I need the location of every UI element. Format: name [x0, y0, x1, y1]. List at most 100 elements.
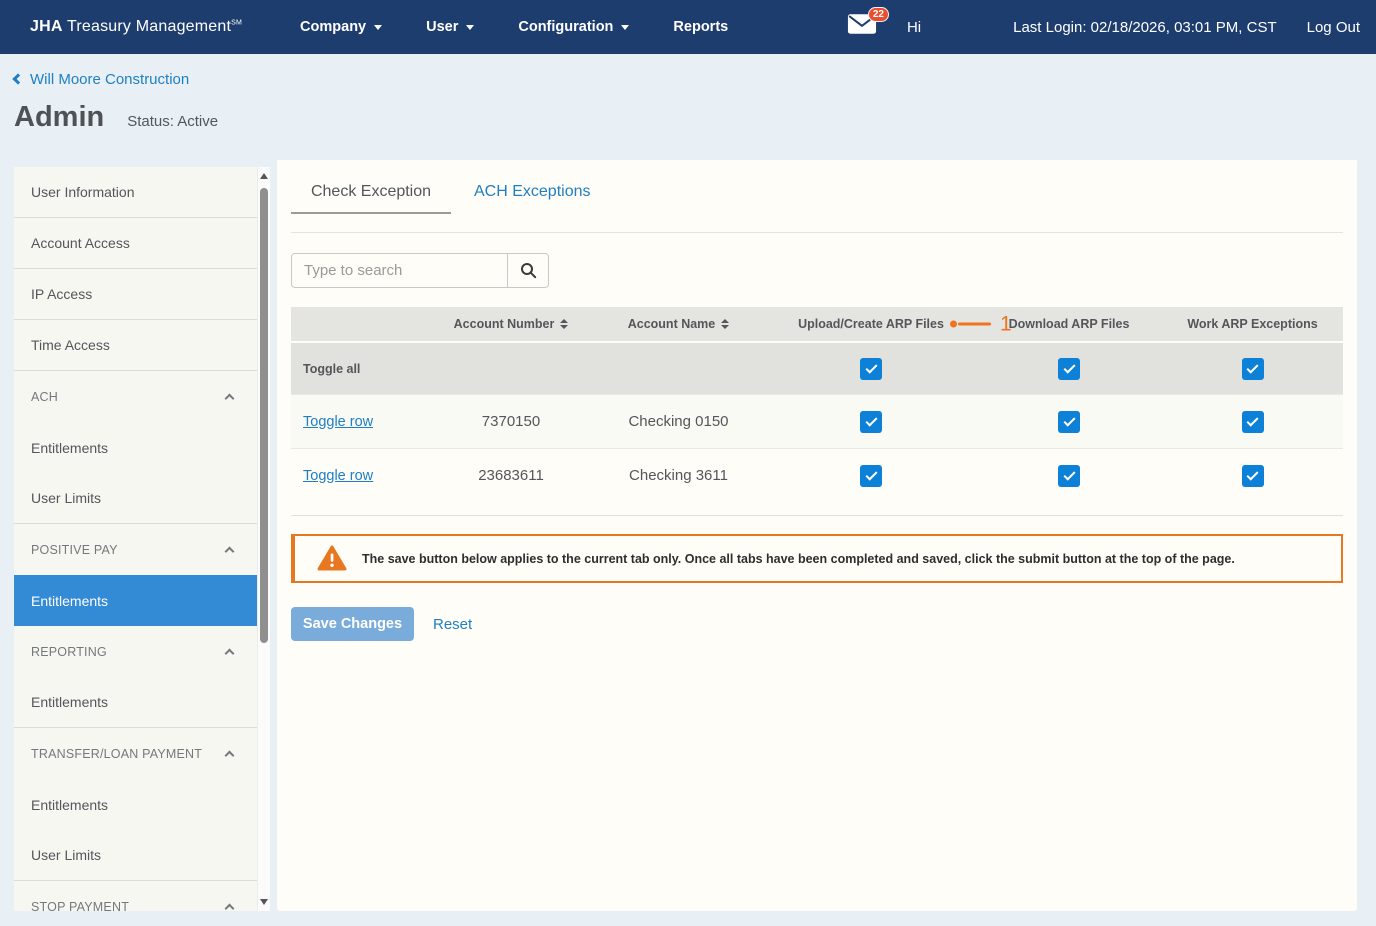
- check-icon: [1246, 468, 1259, 481]
- warning-triangle-icon: [317, 545, 347, 571]
- check-icon: [864, 414, 878, 427]
- annotation-callout-1: 1: [950, 314, 1012, 335]
- chevron-down-icon: [374, 24, 383, 30]
- breadcrumb-label: Will Moore Construction: [30, 70, 190, 88]
- mail-icon[interactable]: 22: [847, 7, 889, 41]
- checkbox-row1-download[interactable]: [1058, 410, 1080, 433]
- column-header-account-name[interactable]: Account Name: [591, 317, 766, 331]
- notification-badge: 22: [867, 7, 889, 22]
- chevron-up-icon: [224, 546, 235, 557]
- sidebar-group-label: ACH: [31, 389, 58, 404]
- sidebar-group-label: STOP PAYMENT: [31, 899, 130, 912]
- tabs-divider: [291, 232, 1343, 233]
- scrollbar-thumb[interactable]: [260, 188, 268, 643]
- top-navbar: JHA Treasury ManagementSM Company User C…: [0, 0, 1376, 54]
- sidebar-group-positive-pay[interactable]: POSITIVE PAY: [14, 524, 257, 575]
- sidebar-item-time-access[interactable]: Time Access: [14, 320, 257, 371]
- sidebar-group-reporting[interactable]: REPORTING: [14, 626, 257, 677]
- title-row: Admin Status: Active: [14, 101, 1376, 134]
- tab-ach-exceptions[interactable]: ACH Exceptions: [474, 183, 591, 200]
- sort-icon: [721, 319, 730, 329]
- checkbox-row1-upload[interactable]: [860, 410, 882, 433]
- check-icon: [1246, 414, 1259, 427]
- sidebar-item-user-information[interactable]: User Information: [14, 167, 257, 218]
- scroll-up-arrow-icon[interactable]: [260, 173, 268, 179]
- check-icon: [1062, 414, 1076, 427]
- sidebar-scrollbar[interactable]: [257, 167, 270, 911]
- nav-item-configuration[interactable]: Configuration: [508, 13, 639, 41]
- chevron-down-icon: [621, 24, 630, 30]
- sidebar-item-label: User Limits: [31, 490, 102, 506]
- brand-bold: JHA: [30, 18, 63, 35]
- sidebar-group-stop-payment[interactable]: STOP PAYMENT: [14, 881, 257, 911]
- sidebar-item-ach-user-limits[interactable]: User Limits: [14, 473, 257, 524]
- sidebar: User Information Account Access IP Acces…: [14, 167, 270, 911]
- check-icon: [864, 361, 878, 374]
- check-icon: [1062, 361, 1076, 374]
- action-row: Save Changes Reset: [291, 607, 1343, 641]
- nav-item-user[interactable]: User: [416, 13, 484, 41]
- checkbox-row2-download[interactable]: [1058, 464, 1080, 487]
- page-header: Will Moore Construction Admin Status: Ac…: [0, 54, 1376, 134]
- sidebar-item-reporting-entitlements[interactable]: Entitlements: [14, 677, 257, 728]
- sidebar-item-account-access[interactable]: Account Access: [14, 218, 257, 269]
- sidebar-item-ach-entitlements[interactable]: Entitlements: [14, 422, 257, 473]
- sidebar-item-ip-access[interactable]: IP Access: [14, 269, 257, 320]
- sidebar-group-label: REPORTING: [31, 644, 107, 659]
- sidebar-group-label: TRANSFER/LOAN PAYMENT: [31, 746, 203, 761]
- breadcrumb[interactable]: Will Moore Construction: [12, 70, 190, 88]
- sidebar-group-transfer-loan-payment[interactable]: TRANSFER/LOAN PAYMENT: [14, 728, 257, 779]
- account-name-cell: Checking 3611: [629, 467, 728, 484]
- toggle-row-link[interactable]: Toggle row: [303, 467, 374, 484]
- checkbox-row1-work[interactable]: [1241, 410, 1264, 433]
- check-icon: [1246, 361, 1259, 374]
- sidebar-group-ach[interactable]: ACH: [14, 371, 257, 422]
- page-title: Admin: [14, 101, 105, 133]
- reset-link[interactable]: Reset: [433, 615, 473, 633]
- nav-item-label: Reports: [673, 19, 729, 35]
- search-input[interactable]: [291, 253, 508, 288]
- checkbox-toggle-all-download[interactable]: [1058, 357, 1080, 380]
- column-label: Account Number: [453, 317, 555, 331]
- chevron-up-icon: [224, 393, 235, 404]
- check-icon: [1062, 468, 1076, 481]
- checkbox-row2-work[interactable]: [1241, 464, 1264, 487]
- nav-item-company[interactable]: Company: [290, 13, 392, 41]
- tab-check-exception[interactable]: Check Exception: [291, 183, 451, 214]
- checkbox-toggle-all-work[interactable]: [1241, 357, 1264, 380]
- nav-item-label: Configuration: [518, 19, 614, 35]
- sidebar-item-label: User Information: [31, 184, 135, 200]
- scroll-down-arrow-icon[interactable]: [260, 899, 268, 905]
- search-bar: [291, 253, 1343, 288]
- nav-right-section: 22 Hi Last Login: 02/18/2026, 03:01 PM, …: [847, 7, 1376, 41]
- toggle-all-label: Toggle all: [303, 361, 361, 376]
- brand-rest: Treasury Management: [62, 18, 232, 35]
- checkbox-row2-upload[interactable]: [860, 464, 882, 487]
- chevron-left-icon: [12, 73, 24, 85]
- chevron-down-icon: [466, 24, 475, 30]
- column-header-account-number[interactable]: Account Number: [431, 317, 591, 331]
- sidebar-item-transfer-entitlements[interactable]: Entitlements: [14, 779, 257, 830]
- table-row: Toggle row 7370150 Checking 0150: [291, 394, 1343, 448]
- column-label: Work ARP Exceptions: [1187, 317, 1318, 331]
- search-button[interactable]: [508, 253, 549, 288]
- logout-button[interactable]: Log Out: [1306, 18, 1360, 36]
- callout-line: [958, 322, 991, 326]
- column-label: Account Name: [627, 317, 716, 331]
- brand-logo[interactable]: JHA Treasury ManagementSM: [30, 18, 242, 36]
- sidebar-item-label: Entitlements: [31, 592, 109, 609]
- greeting-link[interactable]: Hi: [906, 18, 922, 36]
- checkbox-toggle-all-upload[interactable]: [860, 357, 882, 380]
- toggle-row-link[interactable]: Toggle row: [303, 413, 374, 430]
- nav-item-reports[interactable]: Reports: [663, 13, 738, 41]
- column-header-work-arp-exceptions: Work ARP Exceptions: [1162, 317, 1343, 331]
- sidebar-item-positive-pay-entitlements[interactable]: Entitlements: [14, 575, 257, 626]
- sidebar-item-label: Account Access: [31, 235, 130, 251]
- sidebar-item-label: Entitlements: [31, 439, 109, 456]
- last-login-text: Last Login: 02/18/2026, 03:01 PM, CST: [1013, 18, 1277, 36]
- account-number-cell: 23683611: [478, 467, 544, 484]
- save-changes-button[interactable]: Save Changes: [291, 607, 414, 641]
- search-icon: [520, 263, 536, 279]
- sidebar-item-transfer-user-limits[interactable]: User Limits: [14, 830, 257, 881]
- warning-banner: The save button below applies to the cur…: [291, 534, 1343, 583]
